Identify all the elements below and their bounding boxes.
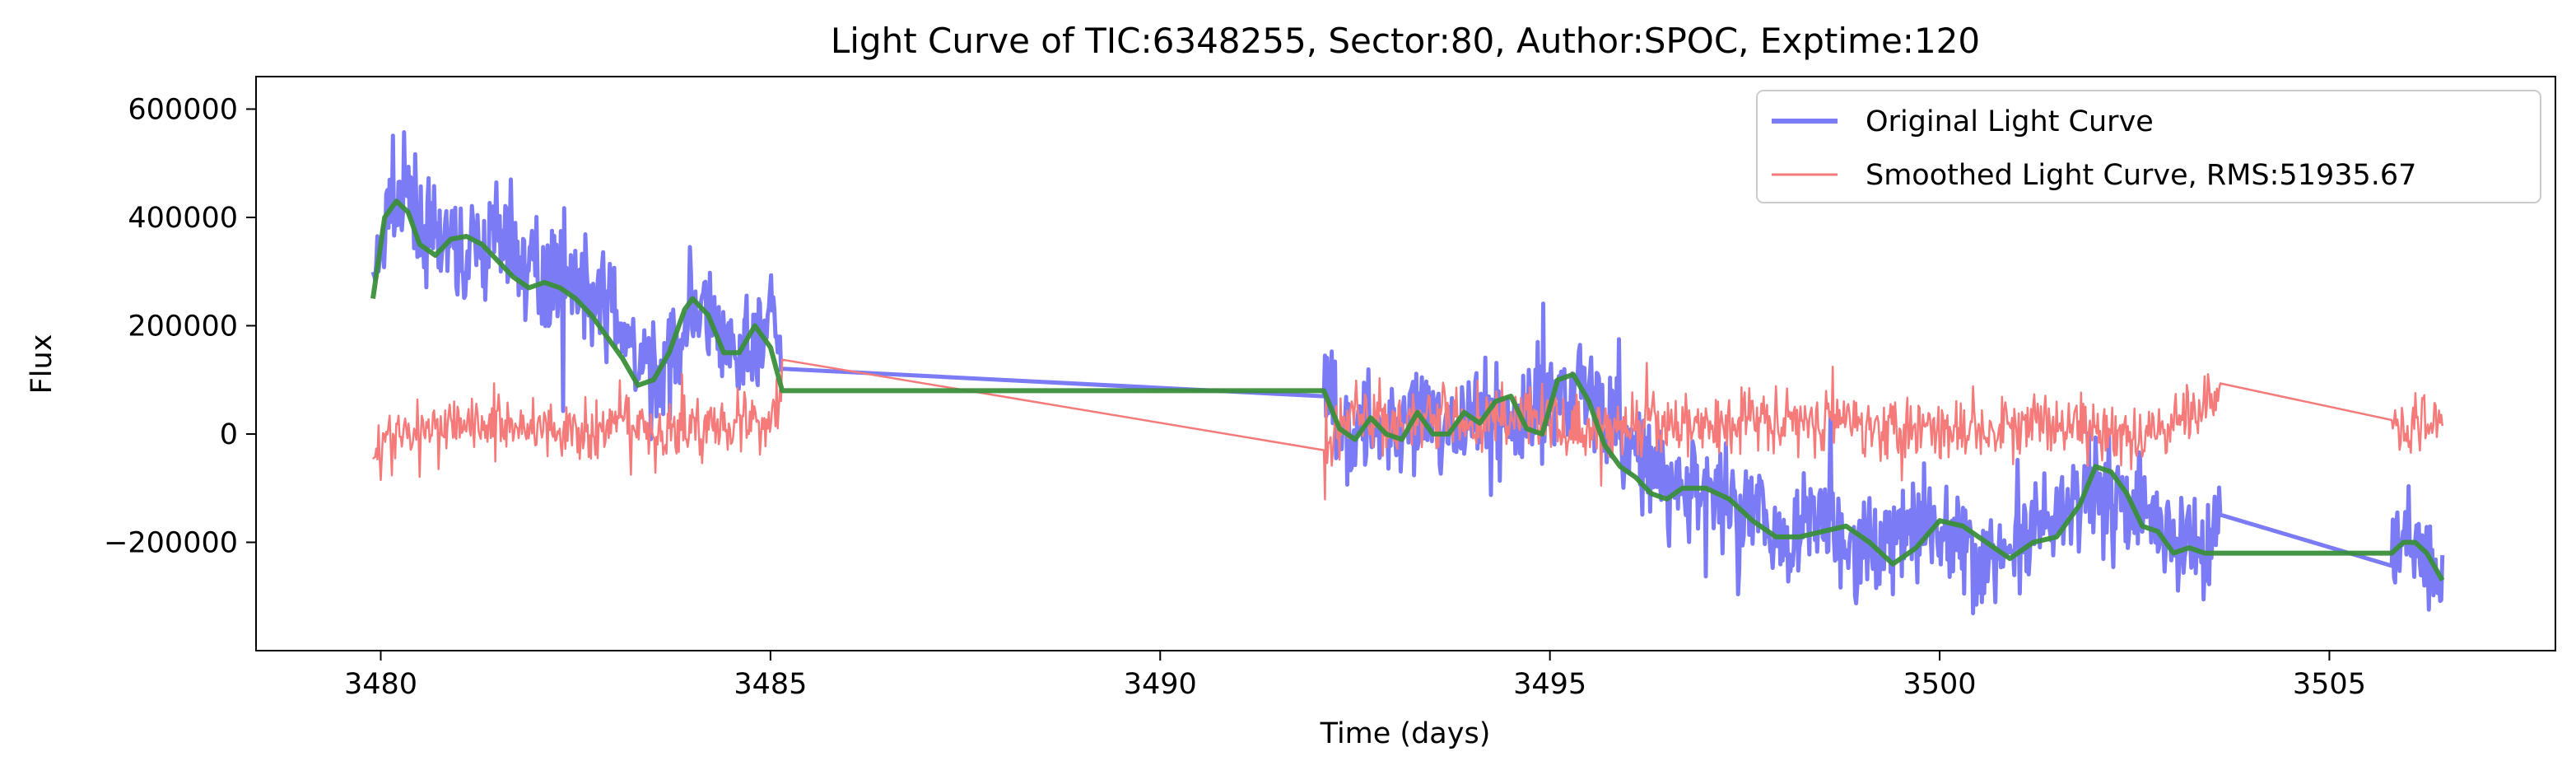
legend: Original Light Curve Smoothed Light Curv… xyxy=(1756,90,2541,203)
x-tick-label: 3495 xyxy=(1513,668,1586,701)
series-smoothed-light-curve xyxy=(372,358,2443,501)
y-tick-label: 600000 xyxy=(128,93,238,126)
legend-label-original: Original Light Curve xyxy=(1866,105,2154,138)
x-axis: 3480 3485 3490 3495 3500 3505 xyxy=(344,651,2366,701)
y-tick-label: 400000 xyxy=(128,202,238,235)
y-tick-label: −200000 xyxy=(104,526,238,559)
legend-box xyxy=(1756,90,2541,203)
series-original-light-curve xyxy=(370,130,2445,616)
series-layer xyxy=(370,130,2445,616)
x-tick-label: 3505 xyxy=(2293,668,2366,701)
series-trend-line xyxy=(370,198,2445,581)
x-axis-label: Time (days) xyxy=(1320,717,1491,750)
legend-label-smoothed: Smoothed Light Curve, RMS:51935.67 xyxy=(1866,159,2416,192)
x-tick-label: 3500 xyxy=(1903,668,1977,701)
plot-frame xyxy=(255,76,2556,651)
y-tick-label: 200000 xyxy=(128,310,238,343)
chart-title: Light Curve of TIC:6348255, Sector:80, A… xyxy=(831,21,1980,61)
x-tick-label: 3485 xyxy=(734,668,807,701)
y-axis-label: Flux xyxy=(26,334,58,395)
y-tick-label: 0 xyxy=(220,418,238,451)
x-tick-label: 3480 xyxy=(344,668,417,701)
y-axis: −200000 0 200000 400000 600000 xyxy=(104,93,256,559)
x-tick-label: 3490 xyxy=(1124,668,1197,701)
